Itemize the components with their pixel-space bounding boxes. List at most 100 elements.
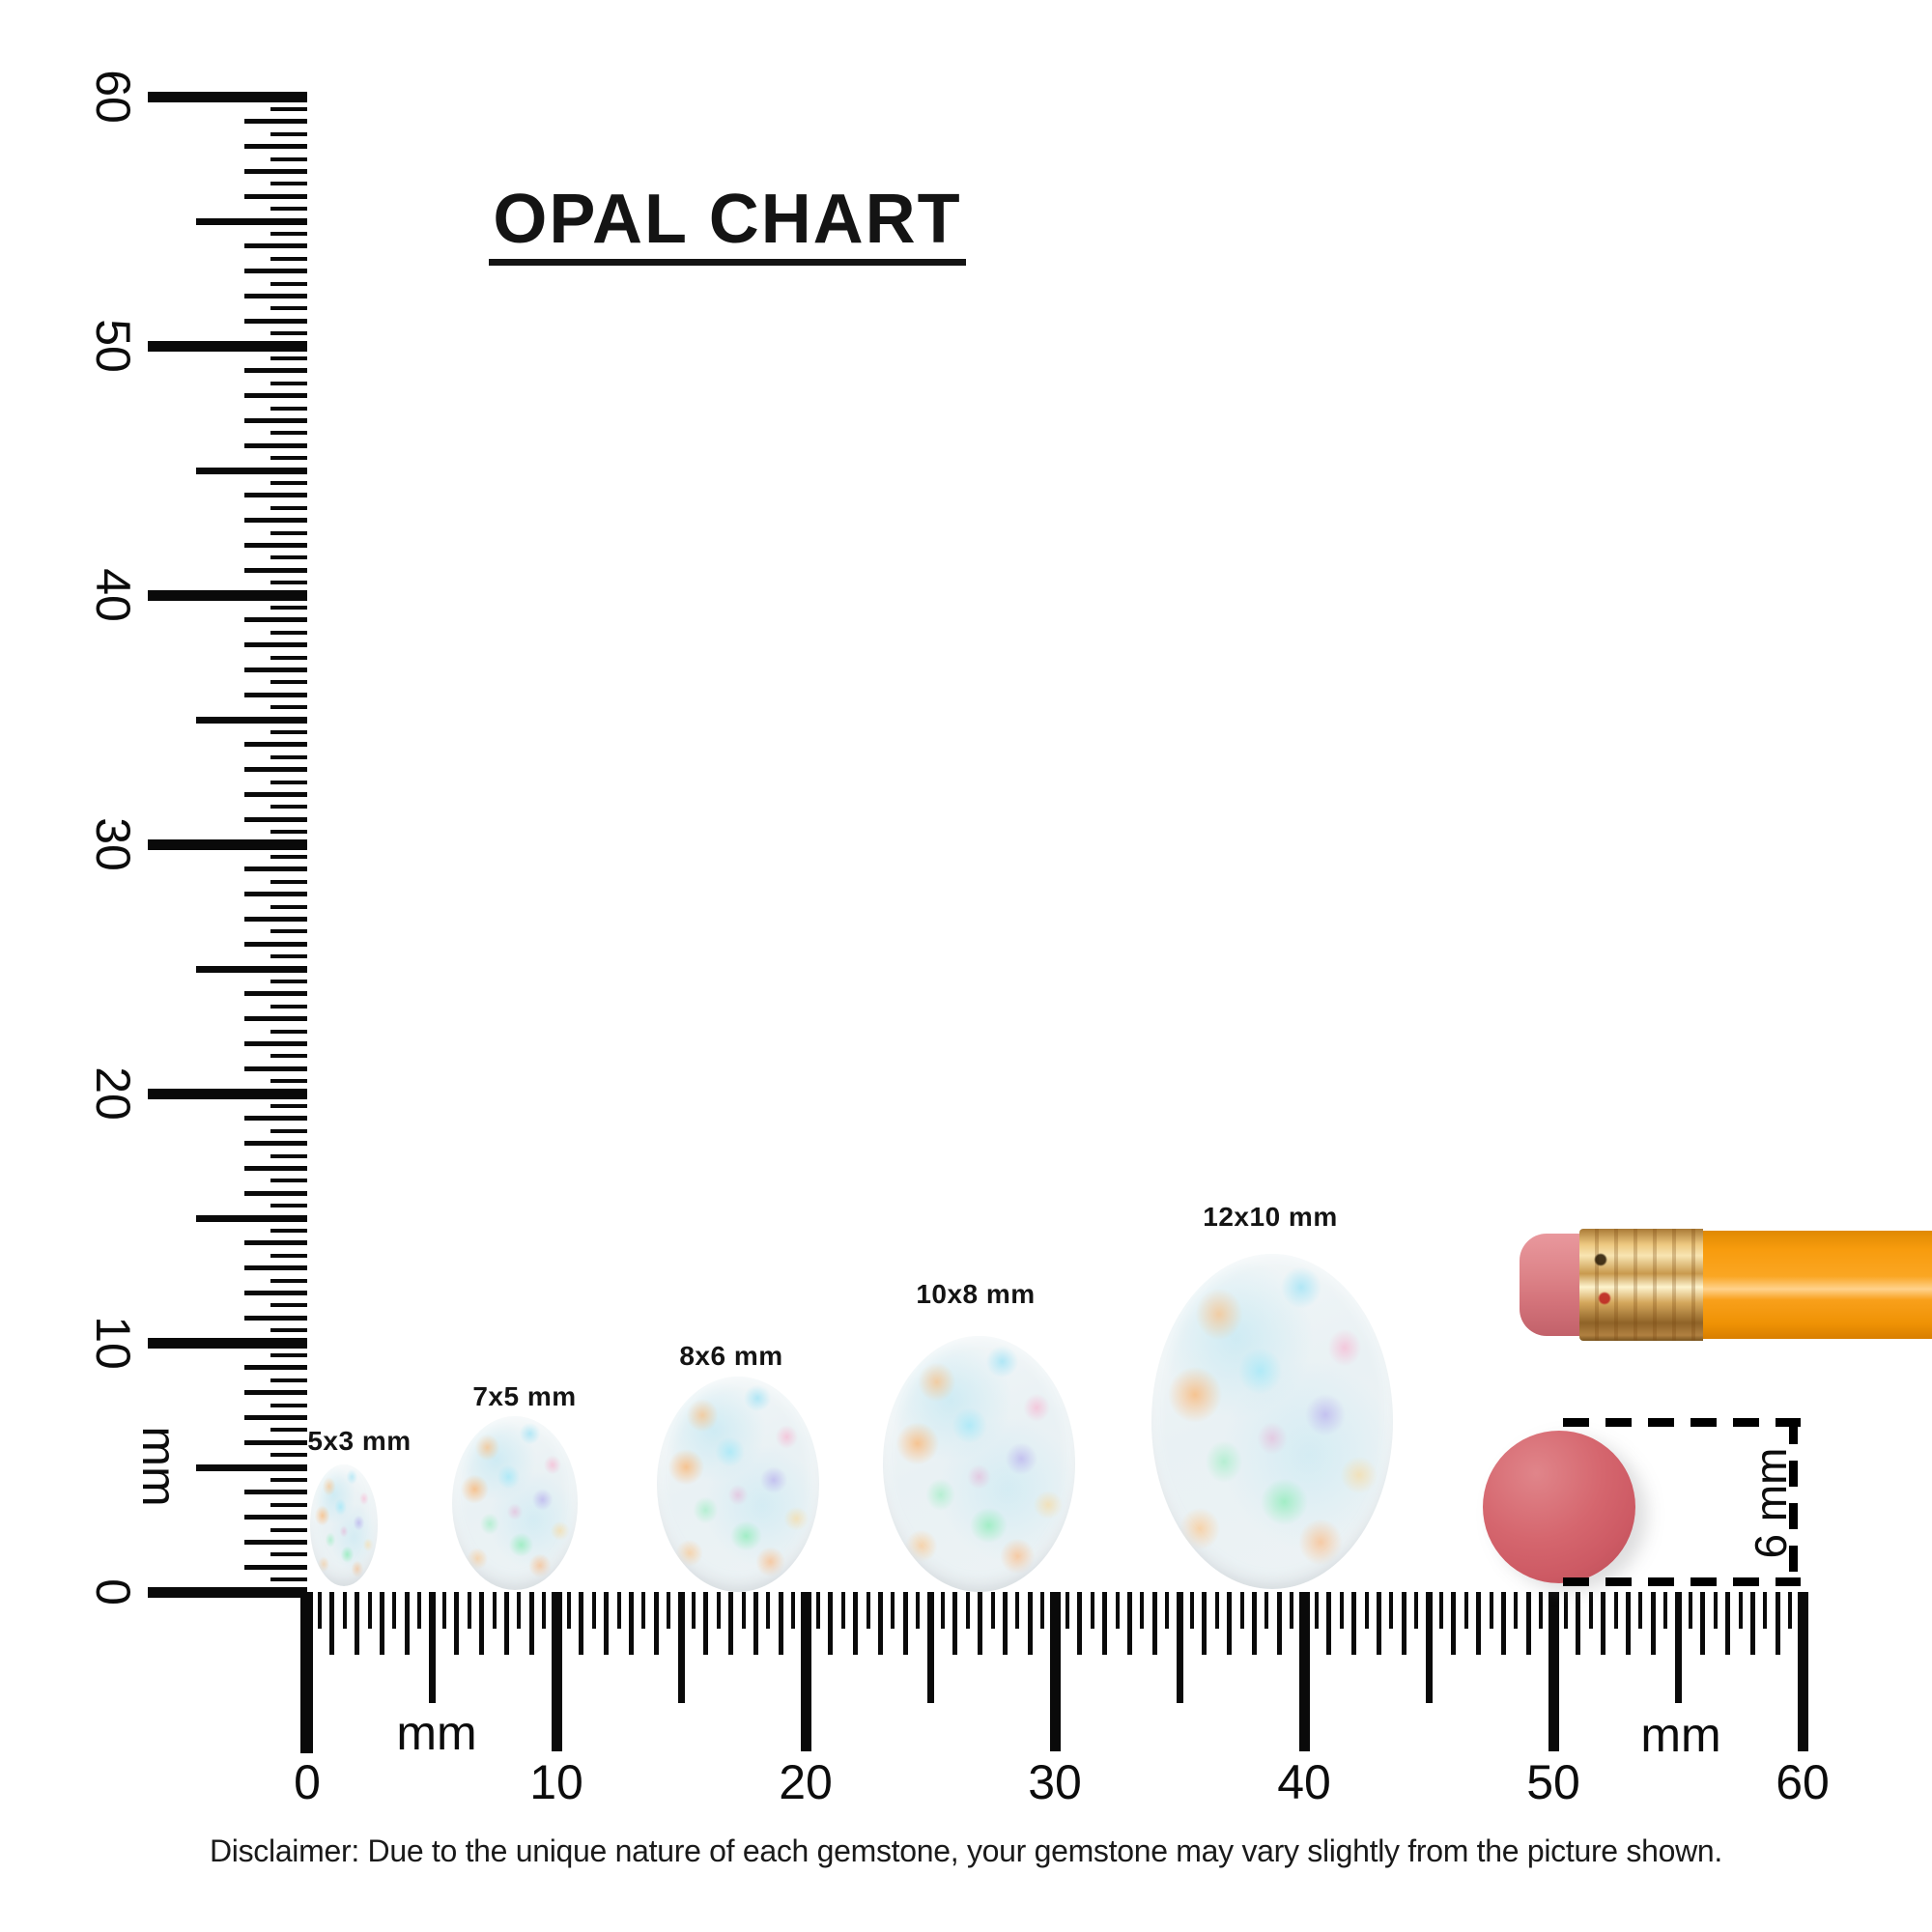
vertical-ruler-tick	[270, 1204, 307, 1208]
horizontal-ruler-tick	[815, 1592, 820, 1629]
horizontal-ruler-tick	[367, 1592, 372, 1629]
vertical-ruler-tick	[148, 589, 307, 601]
horizontal-ruler-unit-label-right: mm	[1640, 1708, 1721, 1762]
vertical-ruler-tick	[270, 355, 307, 360]
vertical-ruler-tick	[244, 1290, 307, 1295]
horizontal-ruler-tick	[454, 1592, 460, 1655]
page-title: OPAL CHART	[493, 181, 962, 258]
horizontal-ruler-tick	[641, 1592, 646, 1629]
horizontal-ruler-tick	[379, 1592, 384, 1655]
horizontal-ruler-tick	[1389, 1592, 1394, 1629]
horizontal-ruler-tick	[1674, 1592, 1682, 1703]
horizontal-ruler-tick	[1126, 1592, 1132, 1655]
vertical-ruler-tick	[244, 1539, 307, 1545]
opal-8x6mm	[657, 1377, 819, 1592]
horizontal-ruler-tick	[1040, 1592, 1045, 1629]
vertical-ruler-tick	[270, 1253, 307, 1258]
vertical-ruler-tick	[270, 1352, 307, 1357]
horizontal-ruler-tick	[604, 1592, 610, 1655]
horizontal-ruler-tick	[1601, 1592, 1606, 1655]
horizontal-ruler-tick	[591, 1592, 596, 1629]
vertical-ruler-tick	[244, 318, 307, 324]
vertical-ruler-tick	[270, 1029, 307, 1034]
horizontal-ruler-tick	[1463, 1592, 1468, 1629]
vertical-ruler-tick	[244, 1564, 307, 1570]
vertical-ruler-tick	[270, 1403, 307, 1407]
vertical-ruler-number: 60	[86, 70, 140, 124]
horizontal-ruler-tick	[1738, 1592, 1743, 1629]
horizontal-ruler-number: 30	[1028, 1755, 1082, 1809]
horizontal-ruler-tick	[766, 1592, 771, 1629]
horizontal-ruler-tick	[428, 1592, 436, 1703]
vertical-ruler-tick	[270, 182, 307, 186]
vertical-ruler-tick	[270, 1428, 307, 1433]
horizontal-ruler-tick	[542, 1592, 547, 1629]
vertical-ruler-tick	[270, 605, 307, 610]
horizontal-ruler-tick	[891, 1592, 895, 1629]
horizontal-ruler-tick	[753, 1592, 758, 1655]
horizontal-ruler-tick	[1165, 1592, 1170, 1629]
horizontal-ruler-tick	[716, 1592, 721, 1629]
horizontal-ruler-tick	[467, 1592, 471, 1629]
vertical-ruler-tick	[244, 1240, 307, 1246]
horizontal-ruler-tick	[1713, 1592, 1718, 1629]
horizontal-ruler-tick	[1451, 1592, 1457, 1655]
horizontal-ruler-number: 50	[1526, 1755, 1580, 1809]
ruler-corner-connector	[300, 1592, 313, 1753]
horizontal-ruler-tick	[1613, 1592, 1618, 1629]
vertical-ruler-tick	[244, 393, 307, 399]
vertical-ruler-tick	[270, 106, 307, 111]
vertical-ruler-tick	[270, 306, 307, 311]
horizontal-ruler-tick	[1298, 1592, 1310, 1751]
vertical-ruler-tick	[270, 854, 307, 859]
vertical-ruler-tick	[148, 91, 307, 102]
vertical-ruler-tick	[244, 493, 307, 498]
vertical-ruler-tick	[244, 1116, 307, 1122]
horizontal-ruler-tick	[517, 1592, 522, 1629]
horizontal-ruler-tick	[791, 1592, 796, 1629]
eraser-diameter-label: 6 mm	[1746, 1447, 1796, 1559]
vertical-ruler-tick	[148, 1586, 307, 1598]
vertical-ruler-number: 20	[86, 1066, 140, 1121]
horizontal-ruler-tick	[1489, 1592, 1493, 1629]
horizontal-ruler-tick	[902, 1592, 908, 1655]
vertical-ruler-tick	[244, 193, 307, 199]
vertical-ruler-tick	[270, 780, 307, 784]
vertical-ruler-tick	[244, 243, 307, 249]
horizontal-ruler-tick	[317, 1592, 322, 1629]
opal-12x10mm	[1151, 1254, 1393, 1589]
vertical-ruler-tick	[270, 1477, 307, 1482]
pencil-ferrule	[1579, 1229, 1703, 1341]
vertical-ruler-tick	[244, 1190, 307, 1196]
horizontal-ruler-tick	[741, 1592, 746, 1629]
vertical-ruler-tick	[270, 1103, 307, 1108]
opal-size-label: 8x6 mm	[679, 1341, 783, 1371]
vertical-ruler-tick	[270, 480, 307, 485]
vertical-ruler-tick	[244, 1515, 307, 1520]
horizontal-ruler-tick	[1788, 1592, 1793, 1629]
dimension-line-top	[1563, 1418, 1801, 1427]
vertical-ruler-tick	[270, 131, 307, 136]
horizontal-ruler-tick	[1588, 1592, 1593, 1629]
horizontal-ruler-tick	[1351, 1592, 1357, 1655]
horizontal-ruler-tick	[940, 1592, 945, 1629]
vertical-ruler-tick	[270, 406, 307, 411]
vertical-ruler-tick	[244, 144, 307, 150]
horizontal-ruler-tick	[355, 1592, 360, 1655]
horizontal-ruler-tick	[1650, 1592, 1656, 1655]
vertical-ruler-tick	[270, 1303, 307, 1308]
vertical-ruler-tick	[244, 1490, 307, 1495]
vertical-ruler-tick	[244, 542, 307, 548]
vertical-ruler-tick	[270, 156, 307, 161]
opal-10x8mm	[882, 1336, 1075, 1592]
horizontal-ruler-tick	[1425, 1592, 1433, 1703]
horizontal-ruler-tick	[1326, 1592, 1332, 1655]
horizontal-ruler-tick	[479, 1592, 485, 1655]
vertical-ruler-tick	[270, 331, 307, 336]
vertical-ruler-tick	[244, 892, 307, 897]
vertical-ruler-number: 30	[86, 817, 140, 871]
horizontal-ruler-tick	[1576, 1592, 1581, 1655]
horizontal-ruler-tick	[1688, 1592, 1692, 1629]
vertical-ruler-tick	[244, 168, 307, 174]
